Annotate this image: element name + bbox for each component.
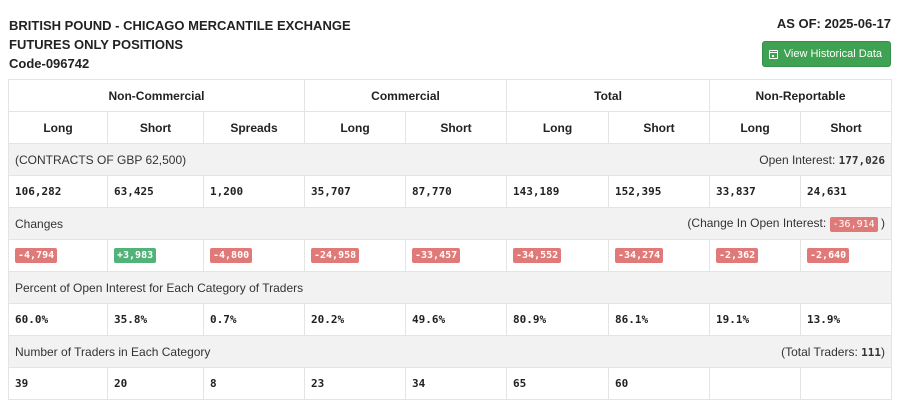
traders-section-row: Number of Traders in Each Category (Tota…: [7, 335, 893, 368]
changes-row: -4,794 +3,983 -4,800 -24,958 -33,457 -34…: [8, 239, 893, 272]
percent-label: Percent of Open Interest for Each Catego…: [7, 271, 893, 304]
change-badge: -4,800: [210, 248, 253, 263]
traders-value: 34: [404, 367, 508, 400]
traders-value: 60: [608, 367, 711, 400]
change-open-interest-close: ): [881, 215, 886, 230]
position-value: 35,707: [304, 175, 406, 208]
traders-value: 65: [506, 367, 610, 400]
column-header-row: Long Short Spreads Long Short Long Short…: [8, 111, 893, 144]
total-traders-value: 111: [861, 345, 882, 359]
total-traders-label: (Total Traders:: [781, 344, 858, 359]
change-badge: -33,457: [412, 248, 461, 263]
percent-value: 0.7%: [203, 303, 305, 336]
group-commercial: Commercial: [303, 79, 508, 112]
col-total-short: Short: [608, 111, 711, 144]
position-value: 152,395: [608, 175, 711, 208]
total-traders-close: ): [881, 344, 886, 359]
change-badge: -34,552: [513, 248, 562, 263]
group-non-reportable: Non-Reportable: [709, 79, 893, 112]
traders-value: 39: [8, 367, 108, 400]
title-line-1: BRITISH POUND - CHICAGO MERCANTILE EXCHA…: [9, 18, 351, 33]
percent-value: 13.9%: [800, 303, 893, 336]
percent-value: 60.0%: [8, 303, 108, 336]
traders-value: [709, 367, 802, 400]
col-total-long: Long: [506, 111, 610, 144]
percent-value: 35.8%: [107, 303, 204, 336]
col-comm-long: Long: [304, 111, 406, 144]
group-non-commercial: Non-Commercial: [8, 79, 305, 112]
change-badge: -2,362: [716, 248, 759, 263]
contracts-section-row: (CONTRACTS OF GBP 62,500) Open Interest:…: [7, 143, 893, 176]
change-badge: -34,274: [615, 248, 664, 263]
contract-code: Code-096742: [9, 56, 90, 71]
percent-value: 80.9%: [506, 303, 610, 336]
changes-label: Changes: [7, 207, 507, 240]
position-value: 87,770: [404, 175, 508, 208]
traders-row: 39 20 8 23 34 65 60: [8, 367, 893, 400]
position-value: 33,837: [709, 175, 802, 208]
percent-row: 60.0% 35.8% 0.7% 20.2% 49.6% 80.9% 86.1%…: [8, 303, 893, 336]
calendar-icon: [768, 49, 778, 59]
percent-section-row: Percent of Open Interest for Each Catego…: [7, 271, 893, 304]
percent-value: 19.1%: [709, 303, 802, 336]
open-interest-value: 177,026: [838, 153, 886, 167]
col-nonrep-short: Short: [800, 111, 893, 144]
report-title: BRITISH POUND - CHICAGO MERCANTILE EXCHA…: [9, 16, 351, 73]
title-line-2: FUTURES ONLY POSITIONS: [9, 37, 184, 52]
position-value: 106,282: [8, 175, 108, 208]
change-badge: +3,983: [114, 248, 157, 263]
percent-value: 49.6%: [404, 303, 508, 336]
group-total: Total: [506, 79, 711, 112]
position-value: 24,631: [800, 175, 893, 208]
col-noncomm-short: Short: [107, 111, 204, 144]
change-open-interest-label: (Change In Open Interest:: [687, 215, 827, 230]
contracts-label: (CONTRACTS OF GBP 62,500): [7, 143, 507, 176]
total-traders-cell: (Total Traders: 111): [506, 335, 893, 368]
view-historical-data-label: View Historical Data: [783, 48, 882, 60]
change-open-interest-cell: (Change In Open Interest: -36,914 ): [506, 207, 893, 240]
positions-row: 106,282 63,425 1,200 35,707 87,770 143,1…: [8, 175, 893, 208]
view-historical-data-button[interactable]: View Historical Data: [761, 41, 891, 67]
traders-value: 8: [203, 367, 305, 400]
change-open-interest-badge: -36,914: [829, 216, 878, 232]
col-comm-short: Short: [404, 111, 508, 144]
traders-label: Number of Traders in Each Category: [7, 335, 507, 368]
position-value: 1,200: [203, 175, 305, 208]
open-interest-label: Open Interest:: [759, 152, 836, 167]
as-of-date: AS OF: 2025-06-17: [776, 16, 891, 31]
col-noncomm-spreads: Spreads: [203, 111, 305, 144]
percent-value: 86.1%: [608, 303, 711, 336]
change-badge: -24,958: [311, 248, 360, 263]
change-badge: -2,640: [807, 248, 850, 263]
traders-value: [800, 367, 893, 400]
changes-section-row: Changes (Change In Open Interest: -36,91…: [7, 207, 893, 240]
change-badge: -4,794: [15, 248, 58, 263]
position-value: 143,189: [506, 175, 610, 208]
traders-value: 23: [304, 367, 406, 400]
group-header-row: Non-Commercial Commercial Total Non-Repo…: [8, 79, 893, 112]
col-nonrep-long: Long: [709, 111, 802, 144]
col-noncomm-long: Long: [8, 111, 108, 144]
percent-value: 20.2%: [304, 303, 406, 336]
traders-value: 20: [107, 367, 204, 400]
position-value: 63,425: [107, 175, 204, 208]
open-interest-cell: Open Interest: 177,026: [506, 143, 893, 176]
cot-table: Non-Commercial Commercial Total Non-Repo…: [7, 79, 893, 400]
